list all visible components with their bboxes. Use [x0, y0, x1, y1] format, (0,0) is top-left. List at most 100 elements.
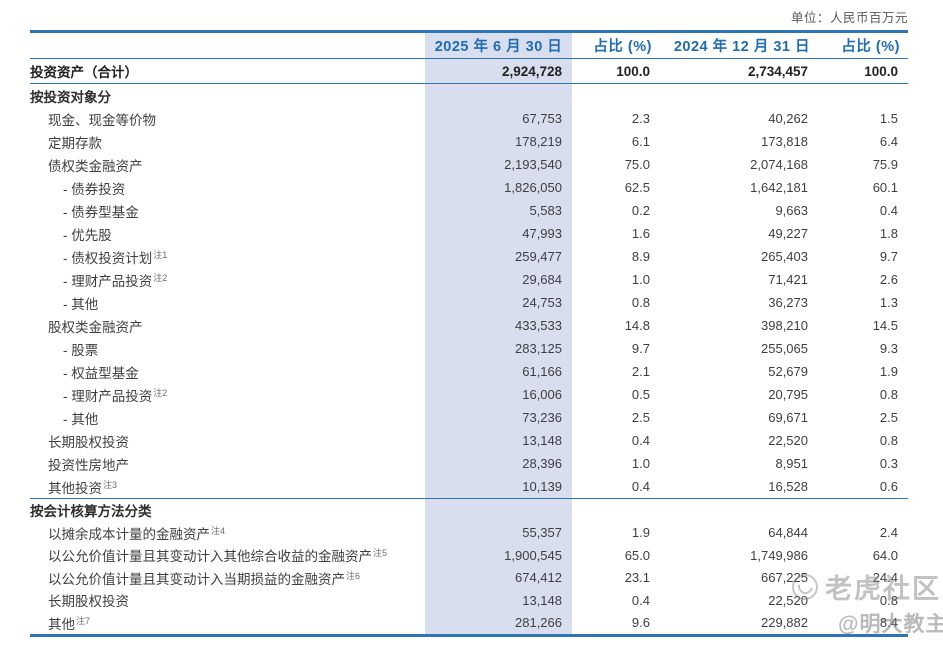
value-2024: 2,734,457 — [747, 63, 808, 79]
row-label: - 债券型基金 — [63, 204, 139, 220]
pct-2025: 1.6 — [631, 226, 650, 241]
unit-label: 单位：人民币百万元 — [790, 11, 908, 25]
row-label: - 权益型基金 — [63, 365, 139, 381]
pct-2024: 64.0 — [872, 547, 898, 563]
row-label: 股权类金融资产 — [48, 319, 143, 335]
table-row: - 债券型基金 5,583 0.2 9,663 0.4 — [30, 199, 908, 222]
value-2024: 40,262 — [768, 111, 808, 126]
header-date-2024: 2024 年 12 月 31 日 — [673, 39, 810, 55]
value-2025: 5,583 — [529, 203, 562, 218]
value-2024: 16,528 — [768, 479, 808, 494]
table-row: 其他注7 281,266 9.6 229,882 8.4 — [30, 612, 908, 635]
value-2025: 13,148 — [522, 592, 562, 608]
value-2025: 16,006 — [522, 387, 562, 402]
value-2025: 674,412 — [515, 570, 562, 586]
value-2025: 433,533 — [515, 318, 562, 333]
row-label: - 债券投资 — [63, 181, 126, 197]
pct-2024: 6.4 — [879, 134, 898, 149]
row-label: 以摊余成本计量的金融资产注4 — [48, 525, 226, 542]
note-superscript: 注2 — [153, 272, 168, 283]
value-2024: 398,210 — [761, 318, 808, 333]
pct-2024: 0.4 — [879, 203, 898, 218]
row-label: 按投资对象分 — [30, 89, 111, 105]
highlight-column-band — [425, 33, 572, 634]
row-label: 其他投资注3 — [48, 479, 118, 496]
pct-2025: 0.4 — [631, 479, 650, 494]
row-label: - 理财产品投资注2 — [63, 272, 168, 289]
header-bottom-rule — [30, 58, 908, 59]
note-superscript: 注7 — [76, 615, 91, 626]
table-row: - 债权投资计划注1 259,477 8.9 265,403 9.7 — [30, 245, 908, 268]
table-row: 定期存款 178,219 6.1 173,818 6.4 — [30, 130, 908, 153]
pct-2024: 0.6 — [879, 479, 898, 494]
row-label: 债权类金融资产 — [48, 158, 143, 174]
pct-2025: 6.1 — [631, 134, 650, 149]
row-label: 定期存款 — [48, 135, 102, 151]
table-row: - 优先股 47,993 1.6 49,227 1.8 — [30, 222, 908, 245]
pct-2025: 9.7 — [631, 341, 650, 356]
table-row: 债权类金融资产 2,193,540 75.0 2,074,168 75.9 — [30, 153, 908, 176]
pct-2025: 1.9 — [631, 525, 650, 541]
value-2024: 49,227 — [768, 226, 808, 241]
value-2024: 255,065 — [761, 341, 808, 356]
pct-2024: 9.3 — [879, 341, 898, 356]
pct-2025: 14.8 — [624, 318, 650, 333]
pct-2025: 8.9 — [631, 249, 650, 264]
row-label: - 股票 — [63, 342, 99, 358]
row-label: - 其他 — [63, 411, 99, 427]
pct-2024: 2.6 — [879, 272, 898, 287]
table-row: - 其他 73,236 2.5 69,671 2.5 — [30, 406, 908, 429]
note-superscript: 注5 — [373, 548, 388, 559]
value-2025: 13,148 — [522, 433, 562, 448]
value-2024: 173,818 — [761, 134, 808, 149]
value-2025: 1,900,545 — [504, 547, 562, 563]
pct-2025: 9.6 — [631, 615, 650, 631]
watermark-brand-text: 老虎社区 — [825, 574, 941, 604]
total-row-rule — [30, 83, 908, 84]
table-row: - 其他 24,753 0.8 36,273 1.3 — [30, 291, 908, 314]
value-2025: 1,826,050 — [504, 180, 562, 195]
watermark-brand: 老虎社区 — [792, 567, 941, 606]
note-superscript: 注6 — [346, 570, 361, 581]
value-2025: 61,166 — [522, 364, 562, 379]
value-2025: 24,753 — [522, 295, 562, 310]
value-2024: 8,951 — [775, 456, 808, 471]
pct-2025: 62.5 — [624, 180, 650, 195]
row-label: 投资资产（合计） — [30, 65, 138, 80]
pct-2025: 100.0 — [616, 63, 650, 79]
table-row: - 理财产品投资注2 16,006 0.5 20,795 0.8 — [30, 383, 908, 406]
table-row: 以摊余成本计量的金融资产注4 55,357 1.9 64,844 2.4 — [30, 522, 908, 545]
row-label: 长期股权投资 — [48, 594, 129, 610]
pct-2024: 2.4 — [879, 525, 898, 541]
note-superscript: 注4 — [211, 525, 226, 536]
table-row: 长期股权投资 13,148 0.4 22,520 0.8 — [30, 429, 908, 452]
value-2025: 28,396 — [522, 456, 562, 471]
value-2024: 64,844 — [768, 525, 808, 541]
row-label: - 债权投资计划注1 — [63, 249, 168, 266]
table-row: 按会计核算方法分类 — [30, 499, 908, 522]
pct-2025: 0.5 — [631, 387, 650, 402]
table-row: 股权类金融资产 433,533 14.8 398,210 14.5 — [30, 314, 908, 337]
value-2024: 9,663 — [775, 203, 808, 218]
table-row: 以公允价值计量且其变动计入其他综合收益的金融资产注5 1,900,545 65.0 1… — [30, 544, 908, 567]
pct-2025: 2.3 — [631, 111, 650, 126]
pct-2024: 2.5 — [879, 410, 898, 425]
value-2025: 55,357 — [522, 525, 562, 541]
row-label: 以公允价值计量且其变动计入其他综合收益的金融资产注5 — [48, 548, 388, 565]
value-2024: 2,074,168 — [750, 157, 808, 172]
value-2025: 47,993 — [522, 226, 562, 241]
note-superscript: 注2 — [153, 387, 168, 398]
pct-2024: 0.8 — [879, 592, 898, 608]
pct-2025: 0.8 — [631, 295, 650, 310]
value-2025: 281,266 — [515, 615, 562, 631]
pct-2025: 1.0 — [631, 456, 650, 471]
row-label: 按会计核算方法分类 — [30, 504, 152, 520]
tiger-logo-icon — [792, 573, 818, 600]
row-label: - 理财产品投资注2 — [63, 387, 168, 404]
row-label: - 优先股 — [63, 227, 112, 243]
row-label: 长期股权投资 — [48, 434, 129, 450]
value-2025: 2,924,728 — [501, 63, 562, 79]
pct-2025: 0.2 — [631, 203, 650, 218]
header-pct-2025: 占比 (%) — [593, 39, 652, 55]
pct-2024: 0.8 — [879, 387, 898, 402]
